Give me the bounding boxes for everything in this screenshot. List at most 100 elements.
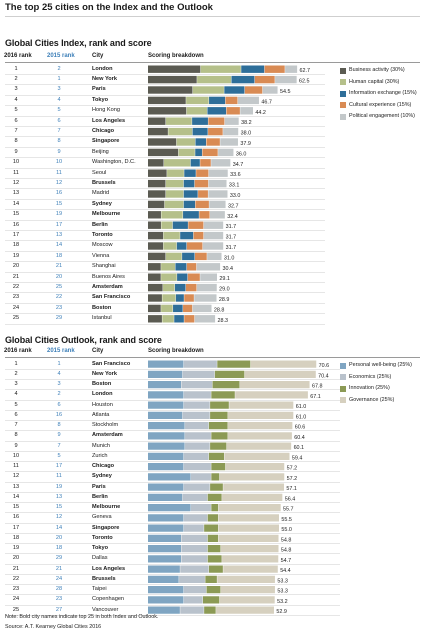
row-divider — [5, 594, 340, 596]
row-divider — [5, 84, 325, 86]
data-label: 34.7 — [233, 162, 244, 168]
bar-segment — [207, 555, 222, 563]
data-label: 70.4 — [318, 373, 329, 379]
legend-swatch — [340, 385, 346, 392]
bar-segment — [183, 179, 195, 188]
footnote: Note: Bold city names indicate top 25 in… — [5, 614, 159, 620]
bar-segment — [148, 96, 186, 105]
bar-segment — [239, 381, 310, 389]
row-divider — [5, 177, 325, 179]
bar-segment — [219, 596, 275, 604]
row-divider — [5, 563, 340, 565]
bar-segment — [220, 545, 279, 553]
data-label: 56.4 — [285, 496, 296, 502]
bar-segment — [205, 575, 217, 583]
city-name: New York — [92, 75, 117, 82]
rank-2015: 13 — [55, 493, 63, 500]
data-label: 28.3 — [217, 318, 228, 324]
row-divider — [5, 450, 340, 452]
row-divider — [5, 543, 340, 544]
rank-2016: 24 — [12, 304, 20, 311]
data-label: 46.7 — [261, 99, 272, 105]
rank-2016: 9 — [14, 148, 18, 155]
bar-segment — [206, 586, 221, 594]
bar-segment — [223, 483, 285, 491]
row-divider — [5, 584, 340, 585]
legend-entry: Business activity (30%) — [349, 67, 405, 73]
bar-segment — [165, 179, 184, 188]
rank-2016: 14 — [12, 200, 20, 207]
rank-2016: 19 — [12, 545, 20, 551]
bar-segment — [208, 169, 228, 177]
data-label: 32.7 — [228, 203, 239, 209]
bar-segment — [148, 242, 164, 250]
bar-segment — [148, 75, 197, 84]
data-label: 44.2 — [255, 110, 266, 116]
rank-2016: 2 — [14, 75, 18, 82]
data-label: 33.0 — [230, 193, 241, 199]
bar-segment — [186, 242, 203, 250]
rank-2016: 2 — [14, 370, 18, 377]
bar-segment — [148, 565, 180, 573]
rank-2016: 6 — [14, 117, 18, 124]
bar-segment — [165, 190, 184, 198]
data-label: 61.0 — [296, 414, 307, 420]
bar-segment — [163, 231, 180, 240]
bar-segment — [200, 159, 211, 167]
city-name: Washington, D.C. — [92, 159, 136, 166]
rank-2016: 25 — [12, 315, 20, 322]
bar-segment — [207, 493, 222, 501]
city-name: Vancouver — [92, 606, 119, 613]
data-label: 55.7 — [283, 507, 294, 513]
bar-segment — [224, 86, 245, 94]
data-label: 31.0 — [224, 255, 235, 261]
bar-segment — [218, 148, 234, 157]
bar-segment — [182, 493, 208, 501]
rank-2015: 21 — [55, 565, 63, 572]
bar-segment — [148, 432, 185, 440]
bar-segment — [184, 294, 194, 302]
bar-segment — [148, 138, 177, 146]
row-divider — [5, 481, 340, 483]
row-divider — [5, 302, 325, 304]
bar-segment — [148, 107, 187, 115]
bar-segment — [188, 221, 204, 229]
bar-segment — [182, 252, 195, 261]
row-divider — [5, 73, 325, 75]
rank-2015: 18 — [55, 545, 63, 551]
bar-segment — [194, 294, 217, 302]
city-name: Geneva — [92, 514, 112, 521]
bar-segment — [209, 96, 226, 105]
rank-2015: 4 — [57, 370, 61, 377]
bar-segment — [217, 360, 251, 368]
rank-2016: 10 — [12, 452, 20, 459]
bar-segment — [208, 127, 223, 136]
data-label: 53.3 — [277, 578, 288, 584]
bar-segment — [198, 190, 208, 198]
bar-segment — [191, 504, 211, 512]
bar-segment — [175, 294, 184, 302]
bar-segment — [163, 159, 191, 167]
row-divider — [5, 368, 340, 370]
rank-2015: 10 — [55, 159, 63, 166]
bar-segment — [207, 107, 227, 115]
row-divider — [5, 461, 340, 462]
bar-segment — [182, 411, 210, 419]
bar-segment — [148, 463, 184, 471]
data-label: 31.7 — [226, 245, 237, 251]
outlook-chart-title: Global Cities Outlook, rank and score — [5, 335, 162, 345]
data-label: 54.8 — [281, 537, 292, 543]
rank-2015: 9 — [57, 432, 61, 439]
city-name: Tokyo — [92, 96, 109, 103]
city-name: Seoul — [92, 169, 107, 176]
rank-2016: 6 — [14, 411, 18, 418]
data-label: 70.6 — [319, 363, 330, 369]
bar-segment — [285, 65, 298, 73]
bar-segment — [185, 283, 197, 292]
bar-segment — [148, 221, 161, 229]
bar-segment — [148, 283, 163, 292]
bar-segment — [224, 117, 239, 125]
bar-segment — [183, 304, 193, 313]
bar-segment — [223, 127, 239, 136]
row-divider — [5, 440, 340, 442]
